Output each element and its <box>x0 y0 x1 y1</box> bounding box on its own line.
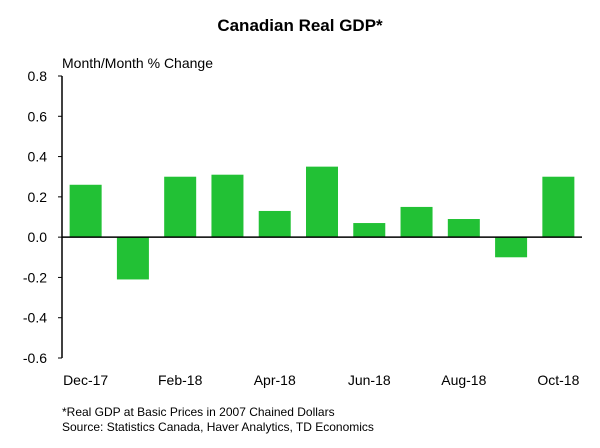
bar-jan-18 <box>116 237 149 280</box>
footnote-source: Source: Statistics Canada, Haver Analyti… <box>62 420 374 434</box>
x-tick-label: Oct-18 <box>537 372 579 388</box>
bar-mar-18 <box>211 174 244 238</box>
y-tick-label: 0.2 <box>28 189 48 205</box>
y-tick-label: 0.6 <box>28 108 48 124</box>
bar-dec-17 <box>69 184 102 238</box>
x-tick-label: Aug-18 <box>441 372 486 388</box>
footnote-note: *Real GDP at Basic Prices in 2007 Chaine… <box>62 405 335 419</box>
x-tick-label: Apr-18 <box>254 372 296 388</box>
bar-jul-18 <box>400 206 433 238</box>
bar-apr-18 <box>258 210 291 238</box>
bar-aug-18 <box>447 219 480 238</box>
footnote: *Real GDP at Basic Prices in 2007 Chaine… <box>62 405 374 435</box>
y-tick-label: 0.8 <box>28 68 48 84</box>
x-tick-label: Feb-18 <box>158 372 203 388</box>
y-tick-label: 0.0 <box>28 229 48 245</box>
y-axis-label: Month/Month % Change <box>62 55 213 71</box>
bar-may-18 <box>306 166 338 238</box>
bar-oct-18 <box>542 176 575 238</box>
bar-sep-18 <box>495 237 528 258</box>
x-tick-label: Jun-18 <box>348 372 391 388</box>
x-tick-label: Dec-17 <box>63 372 108 388</box>
y-tick-label: -0.4 <box>23 310 47 326</box>
bar-feb-18 <box>164 176 197 238</box>
chart-title: Canadian Real GDP* <box>217 16 383 35</box>
y-tick-label: -0.2 <box>23 269 47 285</box>
y-tick-label: 0.4 <box>28 149 48 165</box>
bar-jun-18 <box>353 223 386 238</box>
y-tick-label: -0.6 <box>23 350 47 366</box>
